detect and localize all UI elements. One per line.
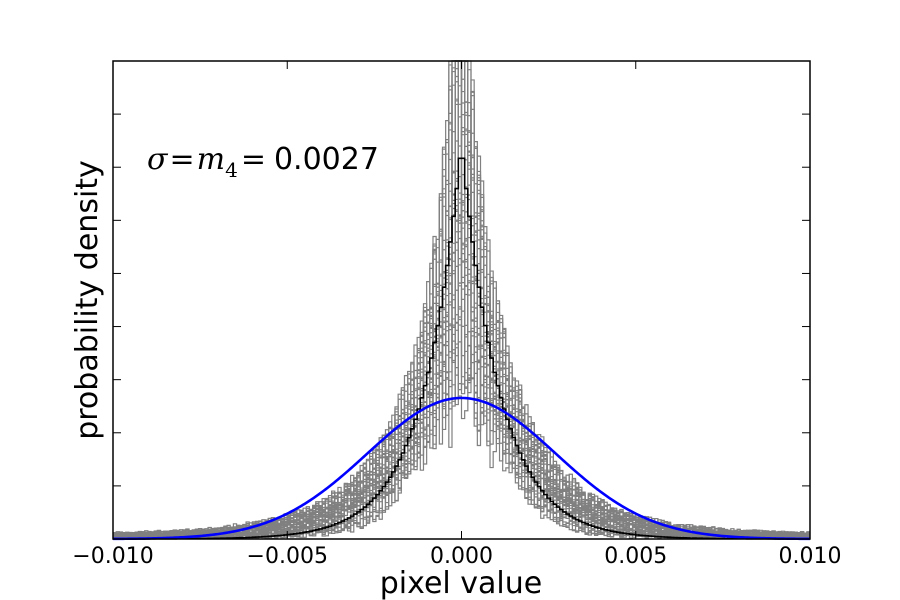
x-tick-label: −0.010 — [72, 544, 153, 569]
x-tick-label: 0.005 — [604, 544, 667, 569]
axis-ticks: −0.010 −0.005 0.000 0.005 0.010 — [72, 60, 842, 569]
x-axis-label: pixel value — [380, 566, 542, 600]
annotation-equals-2: = — [241, 142, 266, 177]
annotation-m: m — [197, 142, 225, 177]
annotation-subscript: 4 — [225, 158, 238, 182]
x-tick-label: 0.000 — [430, 544, 493, 569]
sample-histograms — [113, 60, 810, 540]
mean-histogram-line — [113, 157, 810, 540]
annotation-equals: = — [169, 142, 194, 177]
mean-histogram — [113, 157, 810, 540]
x-tick-label: −0.005 — [247, 544, 328, 569]
annotation-sigma: σ — [147, 142, 169, 177]
gaussian-fit — [112, 396, 811, 541]
x-tick-label: 0.010 — [779, 544, 842, 569]
y-axis-label: probability density — [70, 160, 105, 440]
gaussian-line — [112, 396, 811, 541]
annotation: σ=m4 = 0.0027 — [147, 142, 379, 182]
annotation-value: 0.0027 — [274, 142, 379, 177]
